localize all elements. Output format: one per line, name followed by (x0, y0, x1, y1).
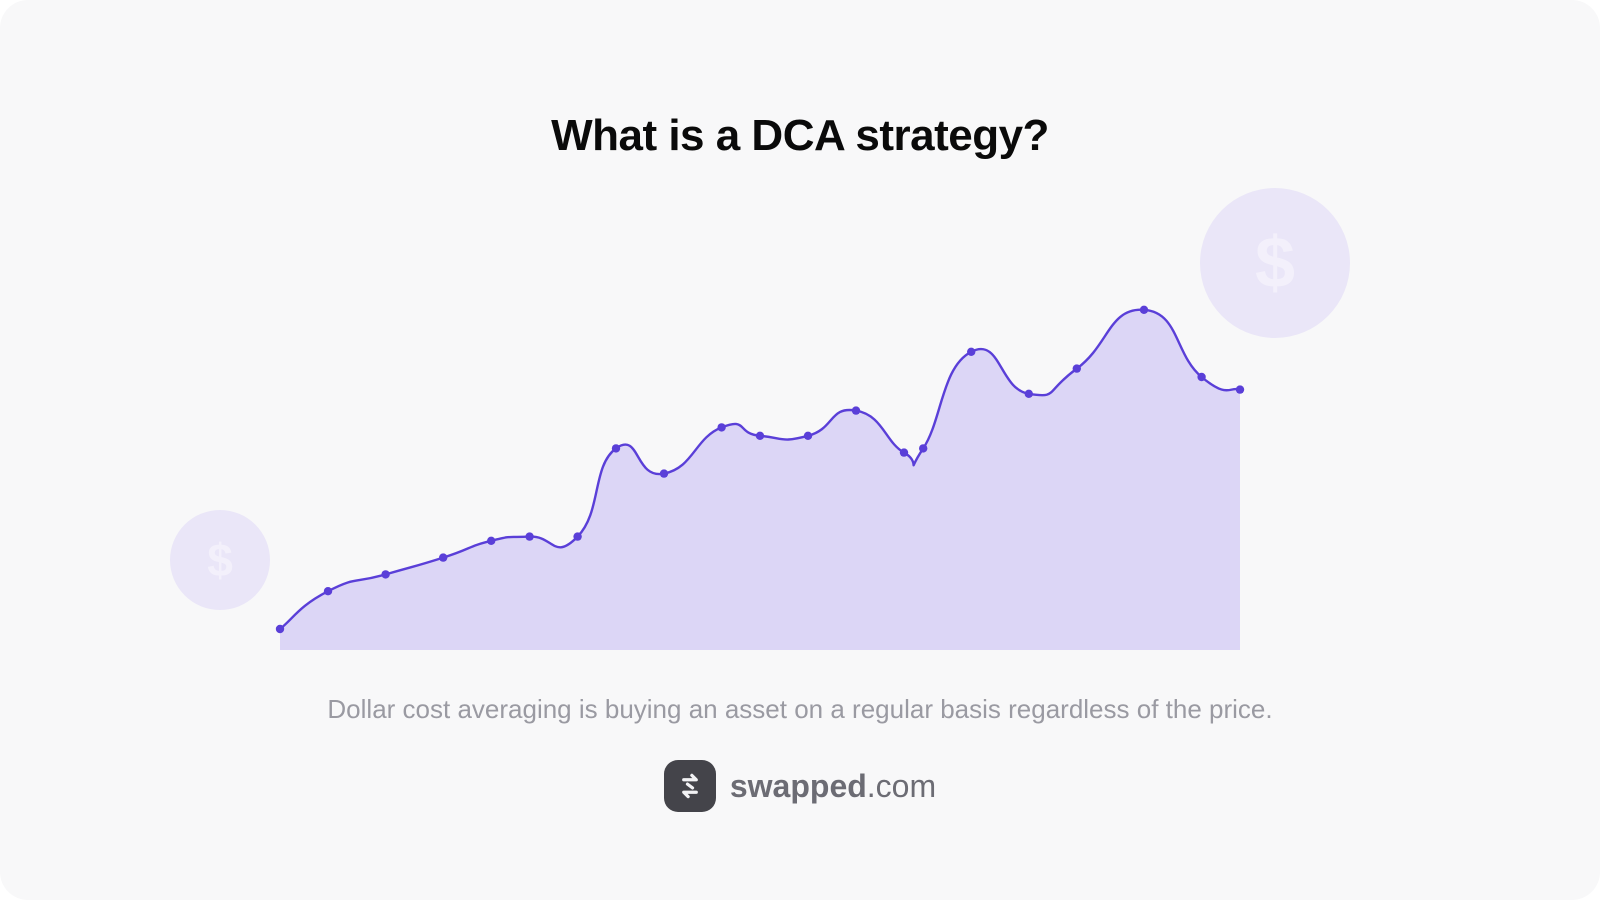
chart-point (1073, 364, 1081, 372)
brand-row: swapped.com (0, 760, 1600, 812)
chart-point (1197, 373, 1205, 381)
chart-point (381, 570, 389, 578)
page-title: What is a DCA strategy? (0, 111, 1600, 161)
chart-point (900, 448, 908, 456)
brand-name-tld: .com (867, 768, 936, 804)
chart-point (967, 348, 975, 356)
caption-text: Dollar cost averaging is buying an asset… (0, 694, 1600, 725)
dollar-coin-end-icon: $ (1200, 188, 1350, 338)
chart-point (525, 532, 533, 540)
chart-point (439, 553, 447, 561)
chart-svg (280, 230, 1240, 650)
swapped-logo-icon (664, 760, 716, 812)
dollar-coin-start-icon: $ (170, 510, 270, 610)
chart-point (276, 625, 284, 633)
dca-area-chart (280, 230, 1240, 650)
dollar-glyph: $ (207, 533, 233, 587)
chart-point (324, 587, 332, 595)
chart-point (660, 469, 668, 477)
swap-glyph-icon (675, 771, 705, 801)
chart-point (756, 432, 764, 440)
brand-name-bold: swapped (730, 768, 867, 804)
chart-point (804, 432, 812, 440)
chart-point (1140, 306, 1148, 314)
chart-point (487, 537, 495, 545)
chart-point (1236, 385, 1244, 393)
chart-point (573, 532, 581, 540)
chart-area-fill (280, 310, 1240, 650)
chart-point (717, 423, 725, 431)
brand-text: swapped.com (730, 768, 936, 805)
chart-point (1025, 390, 1033, 398)
infographic-card: What is a DCA strategy? $ $ Dollar cost … (0, 0, 1600, 900)
chart-point (612, 444, 620, 452)
chart-point (919, 444, 927, 452)
chart-point (852, 406, 860, 414)
dollar-glyph: $ (1255, 222, 1295, 304)
